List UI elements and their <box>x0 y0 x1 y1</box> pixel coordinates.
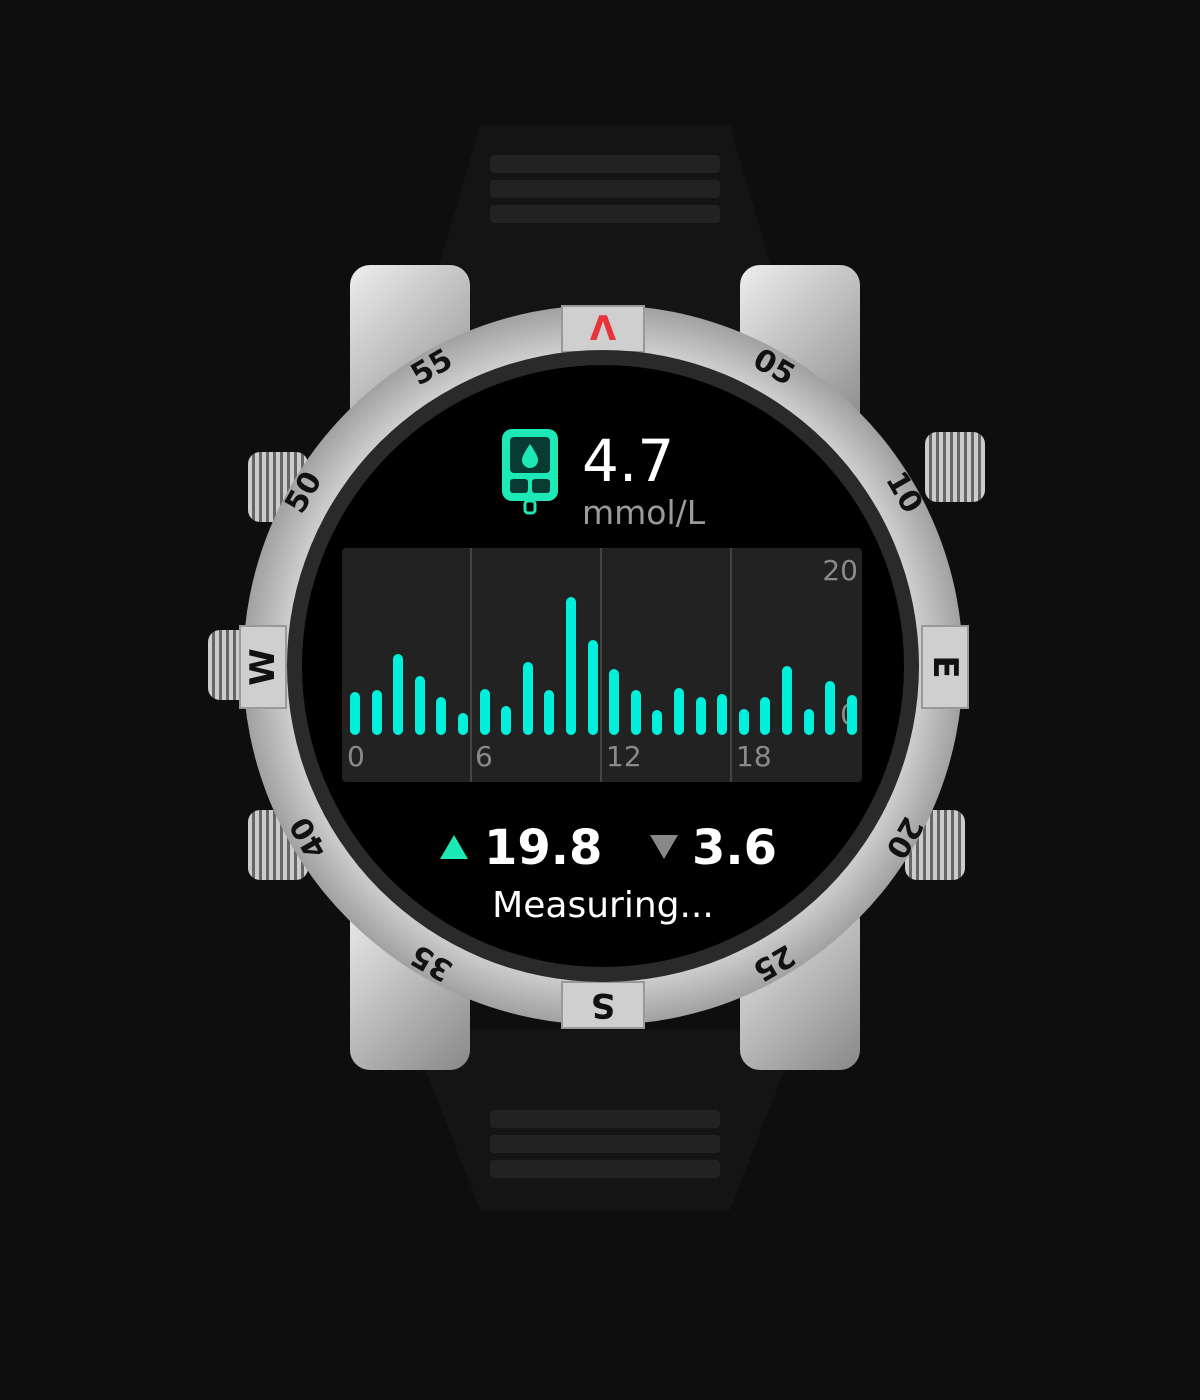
triangle-up-icon <box>440 835 468 859</box>
chart-bar <box>479 689 490 735</box>
strap-rib <box>490 1135 720 1153</box>
watch-screen[interactable]: 4.7 mmol/L 0 6 12 18 20 0 19.8 3.6 Measu… <box>302 365 904 967</box>
chart-bar <box>566 597 576 735</box>
chart-bar <box>717 693 728 735</box>
west-marker: W <box>239 625 287 709</box>
strap-rib <box>490 1110 720 1128</box>
chart-bar <box>544 690 555 735</box>
crown-button[interactable] <box>925 432 985 502</box>
chart-bar <box>760 696 771 735</box>
chart-bar <box>803 709 814 735</box>
chart-bar <box>371 690 382 735</box>
grid-line <box>600 548 602 782</box>
east-marker: E <box>921 625 969 709</box>
glucose-chart: 0 6 12 18 20 0 <box>342 548 862 782</box>
glucose-value: 4.7 <box>582 427 675 495</box>
chart-bar <box>846 695 857 735</box>
chart-bar <box>782 666 792 735</box>
north-marker: Λ <box>561 305 645 353</box>
chart-bar <box>350 692 360 735</box>
chart-bar <box>652 709 663 735</box>
x-tick: 0 <box>347 740 365 773</box>
chart-bar <box>609 669 620 735</box>
chart-bar <box>414 675 425 735</box>
x-tick: 12 <box>606 740 642 773</box>
strap-rib <box>490 155 720 173</box>
chart-bar <box>501 705 512 735</box>
status-text: Measuring... <box>492 885 714 926</box>
y-tick-max: 20 <box>822 554 858 587</box>
strap-rib <box>490 205 720 223</box>
chart-bar <box>393 654 404 735</box>
bezel-mark: 10 <box>878 465 930 520</box>
chart-bar <box>738 709 749 735</box>
chart-bar <box>630 690 641 735</box>
chart-bar <box>825 680 836 735</box>
chart-bar <box>587 640 598 735</box>
grid-line <box>730 548 732 782</box>
grid-line <box>470 548 472 782</box>
chart-bar <box>458 713 468 735</box>
chart-bar <box>695 697 706 735</box>
glucose-meter-icon <box>502 429 558 515</box>
south-marker: S <box>561 981 645 1029</box>
strap-rib <box>490 180 720 198</box>
chart-bar <box>522 661 533 735</box>
glucose-unit: mmol/L <box>582 493 706 532</box>
min-value: 3.6 <box>692 820 778 876</box>
strap-rib <box>490 1160 720 1178</box>
max-value: 19.8 <box>484 820 603 876</box>
watch-strap-bottom <box>410 1030 800 1210</box>
chart-bar <box>436 696 447 735</box>
x-tick: 6 <box>475 740 493 773</box>
triangle-down-icon <box>650 835 678 859</box>
chart-bar <box>674 687 684 735</box>
x-tick: 18 <box>736 740 772 773</box>
